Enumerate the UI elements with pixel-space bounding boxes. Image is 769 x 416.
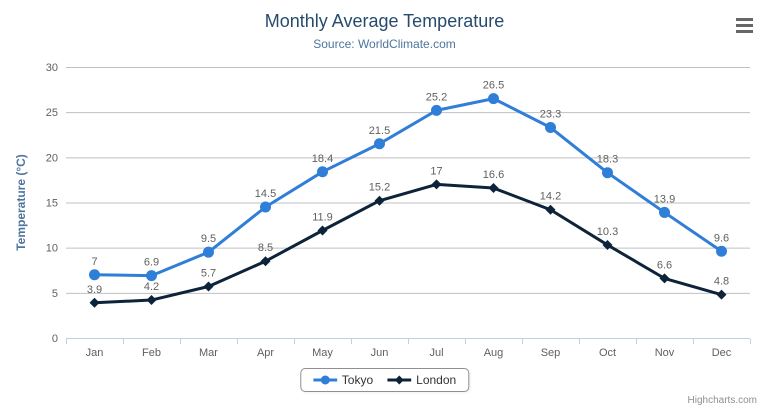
y-axis-label: 10 (46, 243, 58, 255)
data-label: 14.2 (540, 191, 561, 203)
data-label: 6.9 (144, 257, 159, 269)
data-label: 21.5 (369, 125, 390, 137)
data-label: 25.2 (426, 91, 447, 103)
data-point-tokyo[interactable] (545, 122, 556, 134)
data-point-london[interactable] (716, 289, 727, 300)
data-point-tokyo[interactable] (89, 269, 100, 281)
hamburger-icon (736, 17, 753, 21)
legend: Tokyo London (299, 368, 470, 392)
x-axis-label: Jul (429, 347, 443, 359)
x-axis-label: Nov (655, 347, 675, 359)
data-point-tokyo[interactable] (260, 201, 271, 213)
x-axis-label: Mar (199, 347, 218, 359)
data-point-tokyo[interactable] (317, 166, 328, 178)
x-axis-label: Oct (599, 347, 616, 359)
highcharts-credit[interactable]: Highcharts.com (687, 395, 757, 406)
data-point-tokyo[interactable] (374, 138, 385, 150)
y-axis-label: 30 (46, 62, 58, 74)
x-axis-label: Jun (371, 347, 389, 359)
series-line-tokyo[interactable] (93, 97, 723, 278)
data-label: 17 (430, 165, 442, 177)
data-point-london[interactable] (659, 273, 670, 284)
y-axis-label: 20 (46, 152, 58, 164)
data-point-london[interactable] (89, 297, 100, 308)
data-point-london[interactable] (545, 204, 556, 215)
legend-item-london[interactable]: London (387, 373, 456, 387)
legend-label: Tokyo (341, 373, 374, 387)
data-label: 18.4 (312, 153, 333, 165)
data-point-tokyo[interactable] (659, 206, 670, 218)
data-label: 13.9 (654, 193, 675, 205)
legend-item-tokyo[interactable]: Tokyo (312, 373, 374, 387)
data-label: 11.9 (312, 212, 333, 224)
data-label: 4.2 (144, 281, 159, 293)
chart-subtitle: Source: WorldClimate.com (313, 37, 456, 51)
y-axis-label: 25 (46, 107, 58, 119)
data-point-london[interactable] (374, 195, 385, 206)
data-point-london[interactable] (431, 179, 442, 190)
data-point-tokyo[interactable] (488, 93, 499, 105)
data-point-tokyo[interactable] (716, 245, 727, 257)
chart-title: Monthly Average Temperature (264, 11, 505, 31)
data-label: 10.3 (597, 226, 618, 238)
x-axis-label: Feb (142, 347, 161, 359)
series-line-london[interactable] (93, 182, 723, 305)
data-label: 8.5 (258, 242, 273, 254)
data-label: 7 (91, 256, 97, 268)
x-axis-label: Jan (86, 347, 104, 359)
data-point-london[interactable] (260, 256, 271, 267)
data-label: 4.8 (714, 276, 729, 288)
hamburger-icon (736, 29, 753, 33)
hamburger-icon (736, 23, 753, 27)
y-axis-label: 15 (46, 198, 58, 210)
data-point-tokyo[interactable] (602, 167, 613, 179)
export-menu-button[interactable] (733, 14, 757, 36)
legend-label: London (416, 373, 457, 387)
data-label: 9.5 (201, 233, 216, 245)
circle-marker-icon (312, 375, 337, 385)
data-label: 6.6 (657, 259, 672, 271)
diamond-marker-icon (387, 375, 412, 385)
y-axis-title: Temperature (°C) (14, 154, 28, 251)
x-axis-label: Aug (484, 347, 504, 359)
data-label: 18.3 (597, 154, 618, 166)
x-axis-label: Dec (712, 347, 732, 359)
data-point-london[interactable] (203, 281, 214, 292)
data-label: 3.9 (87, 284, 102, 296)
data-label: 26.5 (483, 80, 504, 92)
data-point-tokyo[interactable] (146, 270, 157, 282)
x-axis-label: Apr (257, 347, 274, 359)
data-label: 15.2 (369, 182, 390, 194)
data-point-london[interactable] (602, 239, 613, 250)
data-point-london[interactable] (488, 183, 499, 194)
data-label: 16.6 (483, 169, 504, 181)
data-point-tokyo[interactable] (203, 246, 214, 258)
data-label: 14.5 (255, 188, 276, 200)
x-axis-label: Sep (541, 347, 561, 359)
data-point-tokyo[interactable] (431, 104, 442, 116)
data-point-london[interactable] (317, 225, 328, 236)
data-label: 5.7 (201, 268, 216, 280)
y-axis-label: 0 (52, 333, 58, 345)
data-point-london[interactable] (146, 295, 157, 306)
y-axis-label: 5 (52, 288, 58, 300)
data-label: 9.6 (714, 232, 729, 244)
data-label: 23.3 (540, 109, 561, 121)
x-axis-label: May (312, 347, 333, 359)
